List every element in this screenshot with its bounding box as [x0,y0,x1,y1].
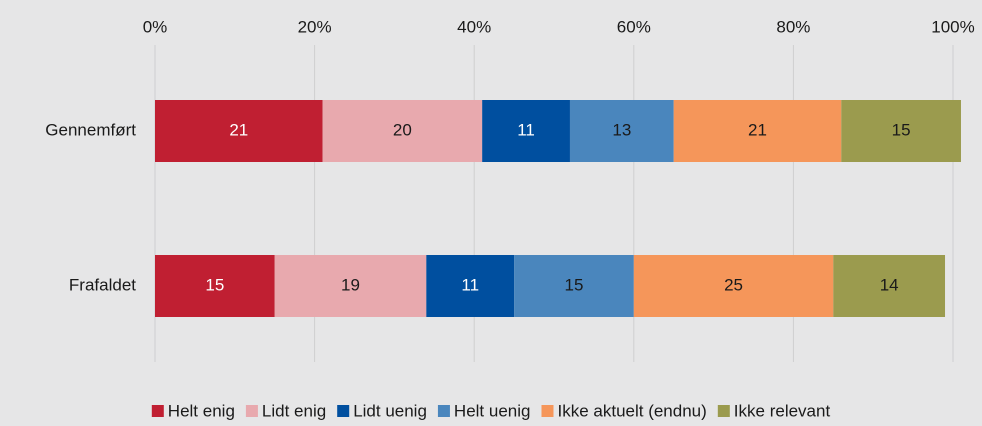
bar-segment [426,255,515,317]
bar-segment [833,255,946,317]
legend-label: Lidt uenig [353,401,427,420]
data-label: 19 [341,275,360,294]
x-tick-label: 80% [776,17,810,36]
bar-segment [482,100,570,162]
legend-label: Helt uenig [454,401,531,420]
legend-label: Helt enig [168,401,235,420]
legend-label: Ikke aktuelt (endnu) [557,401,706,420]
data-label: 14 [880,275,899,294]
legend-label: Lidt enig [262,401,326,420]
legend-swatch [541,405,554,417]
x-tick-label: 100% [931,17,974,36]
data-label: 11 [517,120,535,139]
bar-segment [322,100,483,162]
y-tick-label: Gennemført [45,120,136,139]
data-label: 15 [205,275,224,294]
data-label: 21 [748,120,767,139]
y-tick-label: Frafaldet [69,275,136,294]
data-label: 20 [393,120,412,139]
x-tick-label: 20% [298,17,332,36]
bar-segment [841,100,961,162]
legend-swatch [151,405,164,417]
data-label: 15 [892,120,911,139]
bar-segment [274,255,427,317]
x-tick-label: 0% [143,17,168,36]
data-label: 15 [564,275,583,294]
x-tick-label: 40% [457,17,491,36]
bar-segment [155,255,275,317]
legend-swatch [245,405,258,417]
bar-segment [155,100,323,162]
data-label: 11 [461,275,479,294]
legend-label: Ikke relevant [734,401,831,420]
x-tick-label: 60% [617,17,651,36]
bar-segment [633,255,834,317]
bar-segment [673,100,842,162]
legend-swatch [437,405,450,417]
data-label: 21 [229,120,248,139]
bar-segment [514,255,634,317]
legend-swatch [337,405,350,417]
data-label: 13 [612,120,631,139]
bar-segment [569,100,674,162]
legend-swatch [717,405,730,417]
data-label: 25 [724,275,743,294]
